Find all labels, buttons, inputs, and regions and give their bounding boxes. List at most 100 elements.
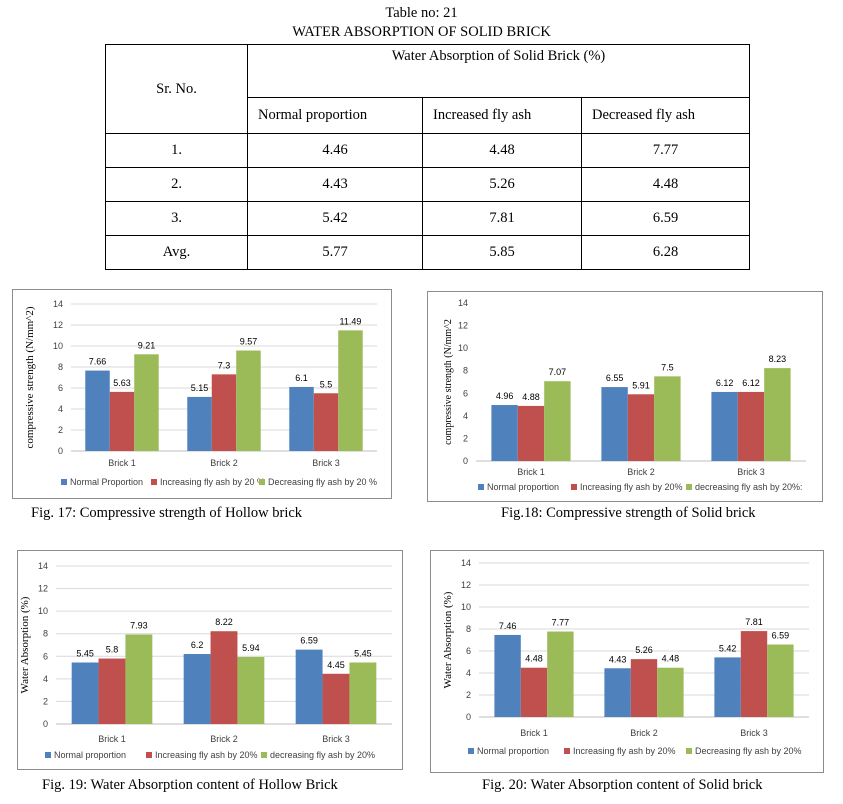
legend-swatch [259,479,265,485]
data-label: 6.12 [716,378,734,388]
data-label: 5.45 [354,648,372,658]
bar-1-brick-2 [601,387,628,461]
figure-caption-19: Fig. 19: Water Absorption content of Hol… [42,777,338,793]
data-label: 11.49 [340,316,362,326]
legend-label: decreasing fly ash by 20%: [695,482,803,492]
legend-label: Increasing fly ash by 20% [580,482,683,492]
chart-compressive-strength-hollow: 0 2 4 6 8 10 12 14 compressive strength (N/mm^2)… [12,289,392,499]
chart-svg: 0 2 4 6 8 10 12 14 compressive strength (N/mm^2 4… [443,298,806,492]
bar-2-brick-3 [737,391,765,461]
bar-3-brick-3 [764,368,791,461]
data-label: 5.45 [76,648,94,658]
data-label: 6.59 [772,631,790,641]
chart-water-absorption-solid: 0 2 4 6 8 10 12 14 Water Absorption (%) 7.46 4.48 7… [430,550,824,773]
bar-2-brick-3 [322,673,350,724]
x-tick-label: Brick 1 [517,467,545,477]
y-tick-label: 10 [461,602,471,612]
y-tick-label: 12 [38,584,48,594]
figure-caption-20: Fig. 20: Water Absorption content of Sol… [482,777,763,793]
y-axis-title: Water Absorption (%) [19,596,31,693]
data-label: 7.77 [552,618,570,628]
data-label: 6.1 [295,373,308,383]
y-tick-label: 2 [43,696,48,706]
table-cell: 5.42 [247,201,423,236]
data-label: 9.21 [138,340,156,350]
bar-1-brick-2 [604,668,631,717]
y-tick-label: 0 [466,712,471,722]
y-tick-label: 2 [58,425,63,435]
legend-label: Increasing fly ash by 20 % [160,477,265,487]
x-tick-label: Brick 2 [627,467,655,477]
y-tick-label: 6 [58,383,63,393]
data-label: 4.88 [522,392,540,402]
bar-1-brick-1 [494,634,521,717]
table-cell: 5.77 [247,235,423,270]
y-tick-label: 2 [463,433,468,443]
data-label: 6.12 [742,378,760,388]
table-cell: 4.43 [247,167,423,202]
x-tick-label: Brick 2 [210,734,238,744]
table-cell: 4.48 [422,133,582,168]
data-label: 5.5 [320,379,333,389]
table-header-sr-no: Sr. No. [105,44,248,134]
bar-2-brick-2 [211,374,237,451]
table-cell: 7.81 [422,201,582,236]
table-cell: 6.28 [580,235,751,270]
table-cell-sr: 3. [105,201,248,236]
y-tick-label: 0 [43,719,48,729]
table-cell: 4.46 [247,133,423,168]
bar-3-brick-2 [657,667,684,717]
x-tick-label: Brick 3 [322,734,350,744]
legend-swatch [686,484,692,490]
legend-swatch [571,484,577,490]
x-tick-label: Brick 1 [520,728,548,738]
legend-swatch [151,479,157,485]
bar-2-brick-1 [520,667,548,717]
table-cell-sr: 2. [105,167,248,202]
bar-1-brick-2 [187,396,212,451]
x-tick-label: Brick 3 [312,458,340,468]
bar-3-brick-1 [547,631,574,717]
data-label: 4.48 [525,654,543,664]
bar-2-brick-2 [210,631,238,724]
chart-svg: 0 2 4 6 8 10 12 14 Water Absorption (%) 5.45 5.8 7.… [19,561,392,760]
data-label: 5.8 [106,645,119,655]
y-tick-label: 6 [466,646,471,656]
y-tick-label: 10 [458,343,468,353]
table-cell: 7.77 [580,133,751,168]
data-label: 4.96 [496,391,514,401]
chart-svg: 0 2 4 6 8 10 12 14 compressive strength (N/mm^2)… [24,299,377,487]
y-tick-label: 2 [466,690,471,700]
y-tick-label: 4 [463,411,468,421]
table-subheader-increased: Increased fly ash [422,97,582,134]
data-label: 5.94 [242,643,260,653]
y-tick-label: 10 [38,606,48,616]
figure-caption-17: Fig. 17: Compressive strength of Hollow … [31,505,303,521]
table-header-group: Water Absorption of Solid Brick (%) [246,44,751,98]
bar-3-brick-2 [236,350,261,451]
data-label: 5.15 [191,383,209,393]
data-label: 6.2 [191,640,204,650]
y-axis-title: compressive strength (N/mm^2) [24,306,36,448]
x-tick-label: Brick 1 [108,458,136,468]
data-label: 7.93 [130,621,148,631]
bar-1-brick-2 [183,654,211,724]
y-tick-label: 14 [53,299,63,309]
y-tick-label: 14 [458,298,468,308]
figure-caption-18: Fig.18: Compressive strength of Solid br… [501,505,756,521]
data-label: 4.43 [609,654,627,664]
x-tick-label: Brick 1 [98,734,126,744]
y-tick-label: 4 [466,668,471,678]
data-label: 4.45 [327,660,345,670]
legend-swatch [564,748,570,754]
data-label: 5.26 [635,645,653,655]
bar-2-brick-3 [740,631,768,717]
x-tick-label: Brick 3 [737,467,765,477]
y-tick-label: 4 [58,404,63,414]
bar-3-brick-3 [338,330,363,451]
y-tick-label: 8 [463,366,468,376]
legend-label: Decreasing fly ash by 20 % [268,477,377,487]
table-cell: 4.48 [580,167,751,202]
data-label: 6.55 [606,373,624,383]
table-cell: 6.59 [580,201,751,236]
